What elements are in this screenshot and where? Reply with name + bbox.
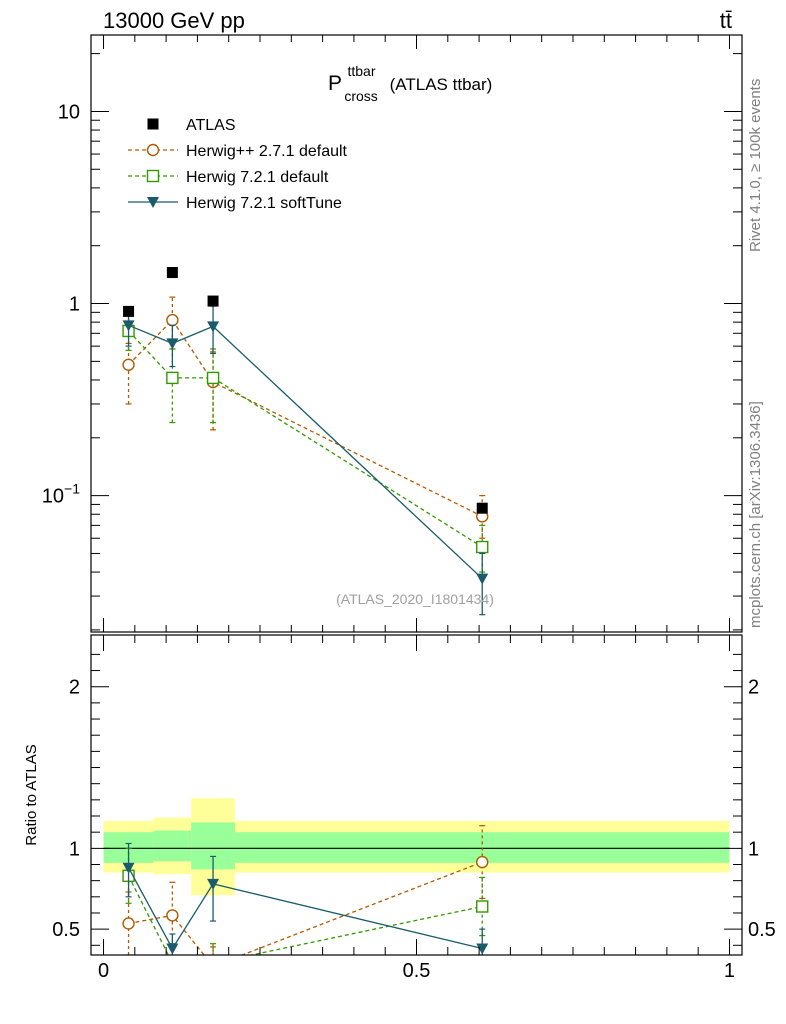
plot-title-main: P xyxy=(328,72,342,95)
main-y-tick-label-base: 1 xyxy=(69,294,80,316)
main-atlas-data-point xyxy=(123,305,135,317)
legend-label: Herwig 7.2.1 softTune xyxy=(186,195,342,212)
ratio-series-2-point xyxy=(476,900,489,913)
main-series-2-point xyxy=(166,371,179,385)
ratio-series-2-point xyxy=(208,958,219,969)
rivet-version-label: Rivet 4.1.0, ≥ 100k events xyxy=(747,79,764,252)
main-atlas-data-point xyxy=(207,295,219,307)
legend-marker xyxy=(146,169,160,183)
ratio-series-2-point xyxy=(167,958,178,969)
ratio-axes: 0.5 0.5 1 1 2 2 0 0.5 1 xyxy=(52,635,776,982)
ratio-x-tick-label: 0 xyxy=(98,960,109,982)
main-y-tick-label-exponent: −1 xyxy=(64,481,80,497)
main-series-2-point xyxy=(206,371,220,385)
ratio-series-3-point xyxy=(476,943,489,955)
ratio-y-axis-label: Ratio to ATLAS xyxy=(23,744,40,845)
legend-label: ATLAS xyxy=(186,117,236,134)
process-label: tt̄ xyxy=(720,8,732,33)
ratio-y-tick-label: 0.5 xyxy=(52,919,80,941)
ratio-series-3-point xyxy=(207,878,220,890)
ratio-y-tick-label-right: 1 xyxy=(748,838,759,860)
ratio-plot-data xyxy=(103,798,730,972)
main-series-2-line xyxy=(128,330,483,548)
main-series-3-point xyxy=(207,321,220,333)
main-y-tick-label-base: 10 xyxy=(42,486,64,508)
ratio-y-tick-label-right: 2 xyxy=(748,677,759,699)
ratio-x-tick-label: 1 xyxy=(724,960,735,982)
ratio-y-tick-label-right: 0.5 xyxy=(748,919,776,941)
main-series-3-point xyxy=(476,573,489,585)
main-series-1-line xyxy=(128,319,483,517)
main-y-tick-label: 10 xyxy=(58,101,80,123)
ratio-series-3-point xyxy=(166,943,179,955)
plot-title-suffix: (ATLAS ttbar) xyxy=(390,75,493,94)
main-series-3-line xyxy=(128,324,483,580)
main-atlas-data-point xyxy=(476,502,488,514)
plot-title-sub: cross xyxy=(344,88,377,104)
ratio-band-green xyxy=(153,830,192,862)
energy-label: 13000 GeV pp xyxy=(103,8,245,33)
ratio-series-1-point xyxy=(208,961,219,972)
main-y-tick-label: 1 xyxy=(69,294,80,316)
legend: ATLAS Herwig++ 2.7.1 default Herwig 7.2.1 … xyxy=(128,117,348,212)
plot-title: P ttbar cross (ATLAS ttbar) xyxy=(328,58,492,106)
ratio-y-tick-label: 2 xyxy=(69,677,80,699)
ratio-series-1-point xyxy=(476,855,489,869)
ratio-series-1-point xyxy=(166,909,179,922)
main-plot-data xyxy=(122,267,489,616)
ratio-series-1-point xyxy=(122,917,135,930)
ratio-plot-frame xyxy=(90,634,743,956)
ratio-series-1-line xyxy=(128,861,483,955)
legend-label: Herwig 7.2.1 default xyxy=(186,169,329,186)
main-series-1-point xyxy=(122,358,135,371)
legend-marker xyxy=(146,143,160,157)
main-y-tick-label: 10−1 xyxy=(42,481,80,508)
plot-title-sup: ttbar xyxy=(347,63,375,79)
legend-label: Herwig++ 2.7.1 default xyxy=(186,143,348,160)
main-series-3-point xyxy=(166,338,179,350)
legend-marker xyxy=(147,118,159,130)
main-series-1-point xyxy=(166,313,179,327)
main-series-2-point xyxy=(476,540,489,554)
ratio-x-tick-label: 0.5 xyxy=(403,960,431,982)
main-atlas-data-point xyxy=(166,267,178,279)
ratio-series-3-point xyxy=(122,862,135,874)
ratio-plot-panel: 0.5 0.5 1 1 2 2 0 0.5 1 xyxy=(52,634,776,982)
analysis-id-label: (ATLAS_2020_I1801434) xyxy=(336,591,494,607)
ratio-series-2-line xyxy=(127,875,483,955)
main-y-tick-label-base: 10 xyxy=(58,101,80,123)
ratio-series-3-line xyxy=(127,867,483,950)
legend-marker xyxy=(147,197,159,208)
ratio-y-tick-label: 1 xyxy=(69,838,80,860)
main-series-3-point xyxy=(122,320,135,332)
source-label: mcplots.cern.ch [arXiv:1306.3436] xyxy=(747,401,764,628)
